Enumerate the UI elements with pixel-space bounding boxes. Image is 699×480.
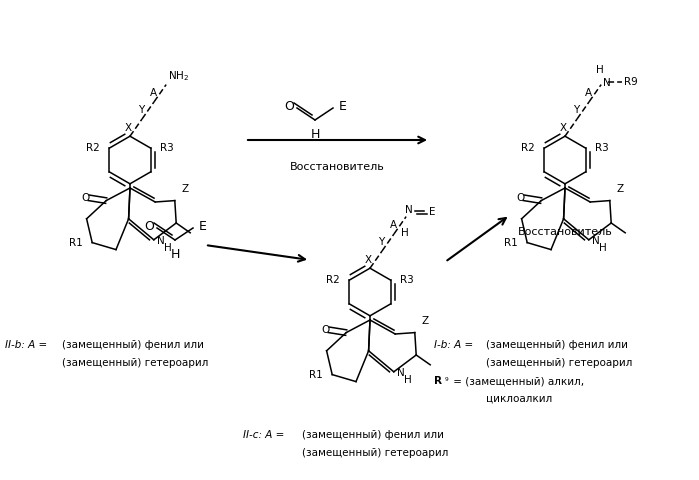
Text: A: A bbox=[584, 88, 592, 98]
Text: (замещенный) гетероарил: (замещенный) гетероарил bbox=[486, 358, 633, 368]
Text: Z: Z bbox=[617, 184, 624, 193]
Text: N: N bbox=[405, 205, 413, 215]
Text: R1: R1 bbox=[69, 238, 82, 248]
Text: R3: R3 bbox=[160, 143, 174, 153]
Text: R1: R1 bbox=[309, 370, 322, 380]
Text: H: H bbox=[403, 375, 411, 385]
Text: R2: R2 bbox=[326, 275, 340, 285]
Text: N: N bbox=[591, 236, 599, 246]
Text: A: A bbox=[389, 220, 397, 230]
Text: H: H bbox=[171, 248, 180, 261]
Text: II-b: A =: II-b: A = bbox=[5, 340, 50, 350]
Text: = (замещенный) алкил,: = (замещенный) алкил, bbox=[450, 376, 584, 386]
Text: X: X bbox=[560, 122, 567, 132]
Text: II-c: A =: II-c: A = bbox=[243, 430, 287, 440]
Text: Y: Y bbox=[573, 106, 579, 115]
Text: N: N bbox=[157, 236, 164, 246]
Text: (замещенный) фенил или: (замещенный) фенил или bbox=[62, 340, 204, 350]
Text: R3: R3 bbox=[596, 143, 609, 153]
Text: O: O bbox=[284, 99, 294, 112]
Text: Восстановитель: Восстановитель bbox=[518, 227, 613, 237]
Text: O: O bbox=[81, 193, 89, 203]
Text: H: H bbox=[401, 228, 409, 238]
Text: (замещенный) фенил или: (замещенный) фенил или bbox=[486, 340, 628, 350]
Text: Y: Y bbox=[138, 106, 145, 115]
Text: A: A bbox=[150, 88, 157, 98]
Text: Z: Z bbox=[421, 316, 429, 325]
Text: NH$_2$: NH$_2$ bbox=[168, 70, 189, 83]
Text: H: H bbox=[596, 65, 604, 75]
Text: E: E bbox=[199, 219, 207, 232]
Text: E: E bbox=[339, 99, 347, 112]
Text: H: H bbox=[598, 243, 606, 253]
Text: R3: R3 bbox=[401, 275, 415, 285]
Text: (замещенный) фенил или: (замещенный) фенил или bbox=[302, 430, 444, 440]
Text: Восстановитель: Восстановитель bbox=[289, 162, 384, 172]
Text: (замещенный) гетероарил: (замещенный) гетероарил bbox=[62, 358, 208, 368]
Text: H: H bbox=[164, 243, 171, 253]
Text: $^9$: $^9$ bbox=[444, 376, 449, 385]
Text: Z: Z bbox=[182, 184, 189, 193]
Text: (замещенный) гетероарил: (замещенный) гетероарил bbox=[302, 448, 448, 458]
Text: R: R bbox=[434, 376, 442, 386]
Text: O: O bbox=[516, 193, 524, 203]
Text: Y: Y bbox=[378, 238, 384, 247]
Text: E: E bbox=[428, 207, 435, 217]
Text: R2: R2 bbox=[86, 143, 99, 153]
Text: O: O bbox=[321, 325, 329, 335]
Text: R9: R9 bbox=[624, 77, 637, 87]
Text: R1: R1 bbox=[504, 238, 517, 248]
Text: N: N bbox=[396, 368, 404, 378]
Text: циклоалкил: циклоалкил bbox=[486, 394, 552, 404]
Text: I-b: A =: I-b: A = bbox=[434, 340, 477, 350]
Text: N: N bbox=[603, 78, 610, 88]
Text: X: X bbox=[365, 254, 372, 264]
Text: X: X bbox=[124, 122, 132, 132]
Text: R2: R2 bbox=[521, 143, 535, 153]
Text: H: H bbox=[310, 128, 319, 141]
Text: O: O bbox=[144, 219, 154, 232]
